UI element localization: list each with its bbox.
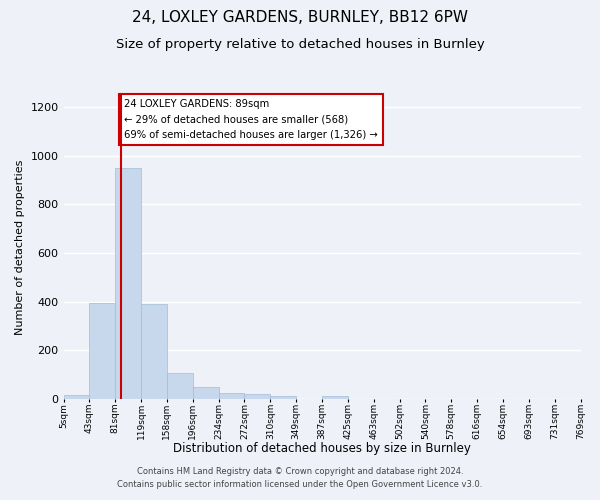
Bar (89, 302, 115, 398)
Bar (271, 396, 296, 398)
Bar (141, 304, 167, 398)
Text: 24, LOXLEY GARDENS, BURNLEY, BB12 6PW: 24, LOXLEY GARDENS, BURNLEY, BB12 6PW (132, 10, 468, 25)
Y-axis label: Number of detached properties: Number of detached properties (15, 159, 25, 334)
X-axis label: Distribution of detached houses by size in Burnley: Distribution of detached houses by size … (173, 442, 471, 455)
Bar (244, 394, 271, 398)
Bar (115, 168, 141, 398)
Bar (218, 392, 244, 398)
Bar (322, 396, 348, 398)
Text: 24 LOXLEY GARDENS: 89sqm
← 29% of detached houses are smaller (568)
69% of semi-: 24 LOXLEY GARDENS: 89sqm ← 29% of detach… (124, 98, 377, 140)
Text: Size of property relative to detached houses in Burnley: Size of property relative to detached ho… (116, 38, 484, 51)
Bar (167, 373, 193, 398)
Text: Contains HM Land Registry data © Crown copyright and database right 2024.
Contai: Contains HM Land Registry data © Crown c… (118, 468, 482, 489)
Bar (64, 395, 89, 398)
Bar (193, 386, 218, 398)
